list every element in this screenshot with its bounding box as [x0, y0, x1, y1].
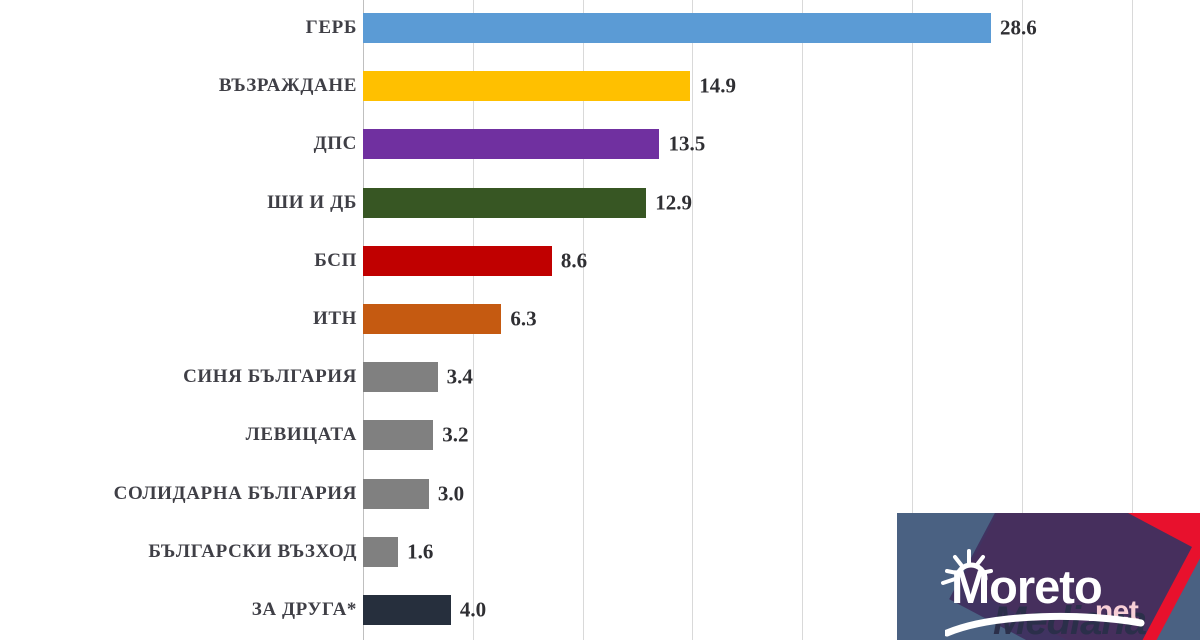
bar [363, 13, 992, 43]
watermark-brand-text: Moreto [951, 560, 1103, 613]
swoosh-icon [945, 612, 1145, 637]
chart-row: СИНЯ БЪЛГАРИЯ 3.4 [0, 362, 1200, 393]
chart-row: БЪЛГАРСКИ ВЪЗХОД 1.6 [0, 536, 1200, 567]
bar-value-label: 13.5 [668, 131, 706, 156]
chart-row: ЗА ДРУГА* 4.0 [0, 595, 1200, 625]
bar [363, 420, 434, 451]
watermark: Mediana Moreto .net [897, 513, 1200, 640]
category-label: СИНЯ БЪЛГАРИЯ [183, 366, 357, 388]
gridline [1021, 0, 1023, 640]
category-label: ВЪЗРАЖДАНЕ [218, 75, 357, 97]
sun-icon [941, 549, 993, 585]
category-label: СОЛИДАРНА БЪЛГАРИЯ [113, 482, 357, 504]
bar [363, 245, 552, 276]
watermark-logo: Moreto .net [915, 533, 1185, 637]
category-label: ЗА ДРУГА* [251, 599, 357, 620]
chart-row: СОЛИДАРНА БЪЛГАРИЯ 3.0 [0, 478, 1200, 509]
gridline [912, 0, 913, 640]
bar-value-label: 3.4 [446, 364, 473, 389]
bar-value-label: 28.6 [1000, 15, 1037, 40]
category-label: БСП [314, 249, 357, 271]
bar [363, 129, 660, 160]
chart-row: БСП 8.6 [0, 245, 1200, 276]
bar [363, 536, 399, 567]
chart-row: ГЕРБ 28.6 [0, 13, 1200, 43]
bar-value-label: 12.9 [655, 190, 693, 215]
bar-value-label: 4.0 [459, 597, 487, 622]
bar [363, 478, 429, 509]
bar-value-label: 1.6 [407, 539, 434, 564]
chart-row: ШИ И ДБ 12.9 [0, 187, 1200, 218]
chart-row: ВЪЗРАЖДАНЕ 14.9 [0, 71, 1200, 102]
gridline [582, 0, 584, 640]
bar [363, 304, 502, 334]
chart-row: ИТН 6.3 [0, 304, 1200, 334]
bar [363, 187, 647, 218]
bar [363, 362, 438, 393]
category-label: ИТН [312, 308, 357, 329]
category-label: ШИ И ДБ [267, 191, 357, 213]
chart-row: ДПС 13.5 [0, 129, 1200, 160]
gridline [692, 0, 694, 640]
chart-row: ЛЕВИЦАТА 3.2 [0, 420, 1200, 451]
category-label: ДПС [313, 133, 357, 155]
bar [363, 71, 691, 102]
category-label: ГЕРБ [305, 17, 357, 38]
bar-value-label: 14.9 [699, 73, 736, 98]
category-label: БЪЛГАРСКИ ВЪЗХОД [148, 540, 357, 562]
bar [363, 595, 451, 625]
bar-value-label: 6.3 [510, 306, 537, 331]
bar-value-label: 3.0 [437, 481, 465, 506]
bar-value-label: 3.2 [442, 422, 469, 447]
gridline [802, 0, 804, 640]
category-label: ЛЕВИЦАТА [245, 424, 357, 446]
gridline [1131, 0, 1133, 640]
bar-value-label: 8.6 [560, 248, 588, 273]
